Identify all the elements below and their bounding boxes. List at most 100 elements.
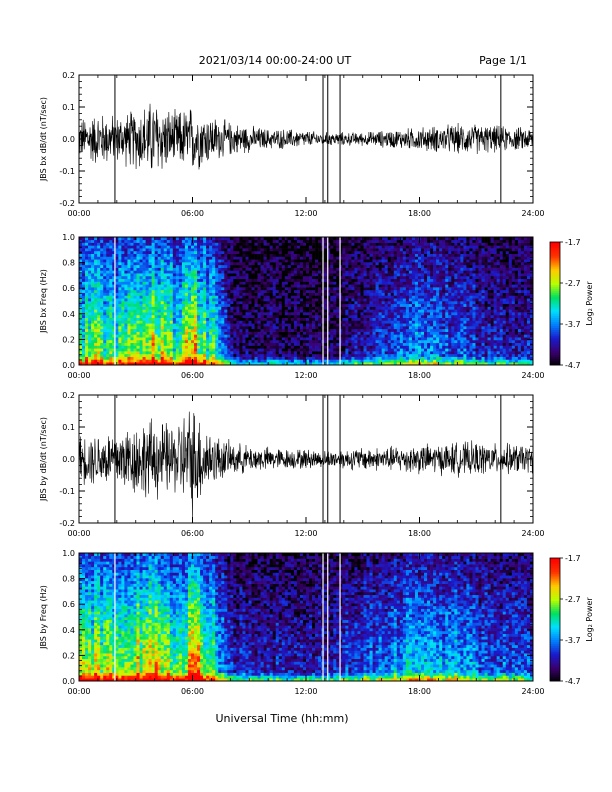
spectrogram-cell — [157, 334, 162, 338]
spectrogram-cell — [215, 303, 219, 307]
spectrogram-cell — [363, 259, 367, 263]
spectrogram-cell — [203, 259, 207, 263]
spectrogram-cell — [190, 295, 195, 299]
spectrogram-cell — [327, 295, 331, 299]
spectrogram-cell — [312, 253, 316, 257]
spectrogram-cell — [263, 303, 267, 307]
spectrogram-cell — [378, 309, 382, 313]
spectrogram-cell — [242, 267, 246, 271]
spectrogram-cell — [203, 250, 207, 254]
spectrogram-cell — [187, 264, 192, 268]
spectrogram-cell — [218, 259, 222, 263]
spectrogram-cell — [387, 339, 392, 344]
spectrogram-cell — [372, 239, 376, 243]
spectrogram-cell — [357, 326, 361, 330]
spectrogram-cell — [342, 323, 346, 327]
spectrogram-cell — [384, 245, 389, 249]
spectrogram-cell — [206, 262, 210, 266]
spectrogram-cell — [324, 284, 328, 288]
spectrogram-cell — [348, 345, 352, 349]
spectrogram-cell — [172, 264, 177, 268]
spectrogram-cell — [121, 259, 125, 263]
spectrogram-cell — [309, 312, 313, 316]
spectrogram-cell — [357, 295, 361, 299]
spectrogram-cell — [375, 314, 379, 318]
spectrogram-cell — [339, 362, 343, 366]
spectrogram-cell — [209, 356, 213, 360]
spectrogram-cell — [169, 317, 174, 321]
spectrogram-cell — [345, 250, 349, 254]
spectrogram-cell — [109, 270, 113, 274]
spectrogram-cell — [187, 309, 192, 313]
spectrogram-cell — [145, 301, 149, 305]
spectrogram-cell — [375, 353, 379, 357]
spectrogram-cell — [200, 287, 204, 291]
spectrogram-cell — [396, 303, 401, 307]
spectrogram-cell — [342, 351, 346, 355]
spectrogram-cell — [230, 289, 234, 293]
spectrogram-cell — [136, 323, 140, 327]
spectrogram-cell — [333, 342, 337, 346]
spectrogram-cell — [272, 242, 277, 246]
spectrogram-cell — [82, 331, 86, 335]
spectrogram-cell — [136, 339, 140, 344]
spectrogram-cell — [197, 328, 201, 332]
spectrogram-cell — [133, 262, 137, 266]
spectrogram-cell — [139, 320, 143, 324]
spectrogram-cell — [157, 273, 162, 277]
spectrogram-cell — [112, 273, 116, 277]
spectrogram-cell — [163, 328, 168, 332]
spectrogram-cell — [94, 306, 98, 310]
spectrogram-cell — [257, 345, 261, 349]
spectrogram-cell — [309, 362, 313, 366]
spectrogram-cell — [363, 303, 367, 307]
spectrogram-cell — [178, 323, 183, 327]
spectrogram-cell — [354, 331, 358, 335]
spectrogram-cell — [396, 264, 401, 268]
spectrogram-cell — [118, 320, 122, 324]
spectrogram-cell — [103, 270, 107, 274]
spectrogram-cell — [302, 239, 307, 243]
spectrogram-cell — [145, 326, 149, 330]
spectrogram-cell — [299, 320, 304, 324]
spectrogram-cell — [91, 301, 95, 305]
spectrogram-cell — [293, 320, 298, 324]
spectrogram-cell — [327, 248, 331, 252]
spectrogram-cell — [194, 270, 198, 274]
spectrogram-cell — [233, 259, 237, 263]
spectrogram-cell — [354, 273, 358, 277]
spectrogram-cell — [148, 312, 152, 316]
spectrogram-cell — [160, 351, 165, 355]
spectrogram-cell — [194, 326, 198, 330]
spectrogram-cell — [145, 237, 149, 241]
spectrogram-cell — [336, 323, 340, 327]
spectrogram-cell — [151, 309, 155, 313]
spectrogram-cell — [251, 250, 255, 254]
spectrogram-cell — [227, 248, 231, 252]
spectrogram-cell — [266, 242, 270, 246]
spectrogram-cell — [239, 289, 243, 293]
spectrogram-cell — [369, 256, 373, 260]
spectrogram-cell — [218, 281, 222, 285]
spectrogram-cell — [339, 326, 343, 330]
spectrogram-cell — [290, 339, 295, 344]
spectrogram-cell — [121, 264, 125, 268]
spectrogram-cell — [145, 264, 149, 268]
spectrogram-cell — [230, 267, 234, 271]
spectrogram-cell — [109, 339, 113, 344]
spectrogram-cell — [172, 281, 177, 285]
spectrogram-cell — [184, 278, 189, 282]
spectrogram-cell — [230, 270, 234, 274]
spectrogram-cell — [387, 284, 392, 288]
spectrogram-cell — [97, 337, 101, 341]
spectrogram-cell — [306, 303, 310, 307]
spectrogram-cell — [130, 256, 134, 260]
spectrogram-cell — [299, 295, 304, 299]
spectrogram-cell — [384, 259, 389, 263]
spectrogram-cell — [221, 289, 225, 293]
spectrogram-cell — [172, 339, 177, 344]
spectrogram-cell — [178, 284, 183, 288]
spectrogram-cell — [163, 303, 168, 307]
spectrogram-cell — [139, 281, 143, 285]
spectrogram-cell — [257, 259, 261, 263]
